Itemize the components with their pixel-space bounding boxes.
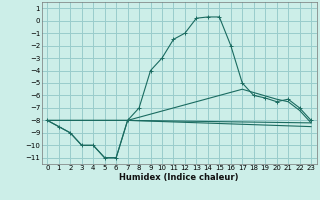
- X-axis label: Humidex (Indice chaleur): Humidex (Indice chaleur): [119, 173, 239, 182]
